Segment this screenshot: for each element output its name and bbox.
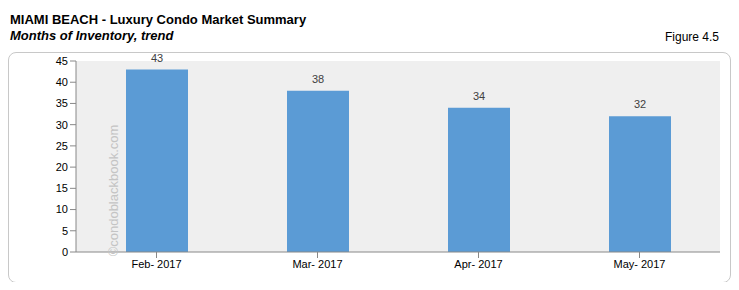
svg-text:45: 45 [56, 55, 68, 67]
svg-text:20: 20 [56, 161, 68, 173]
svg-text:34: 34 [473, 90, 485, 102]
svg-text:10: 10 [56, 203, 68, 215]
svg-text:38: 38 [312, 73, 324, 85]
svg-text:30: 30 [56, 119, 68, 131]
html-text:MIAMI BEACH - Luxury Condo Mar: MIAMI BEACH - Luxury Condo Market Summar… [10, 12, 307, 27]
svg-text:32: 32 [634, 98, 646, 110]
svg-text:0: 0 [62, 246, 68, 258]
svg-text:Mar- 2017: Mar- 2017 [292, 258, 342, 270]
svg-text:Apr- 2017: Apr- 2017 [454, 258, 502, 270]
svg-text:35: 35 [56, 97, 68, 109]
svg-text:43: 43 [151, 53, 163, 63]
svg-text:May- 2017: May- 2017 [614, 258, 666, 270]
html-text:©condoblackbook.com: ©condoblackbook.com [105, 124, 121, 257]
html-text:Months of Inventory, trend: Months of Inventory, trend [10, 28, 174, 43]
svg-text:Feb- 2017: Feb- 2017 [131, 258, 181, 270]
svg-text:40: 40 [56, 76, 68, 88]
html-text:Figure 4.5: Figure 4.5 [665, 30, 719, 44]
svg-text:15: 15 [56, 182, 68, 194]
svg-text:5: 5 [62, 225, 68, 237]
svg-text:25: 25 [56, 140, 68, 152]
